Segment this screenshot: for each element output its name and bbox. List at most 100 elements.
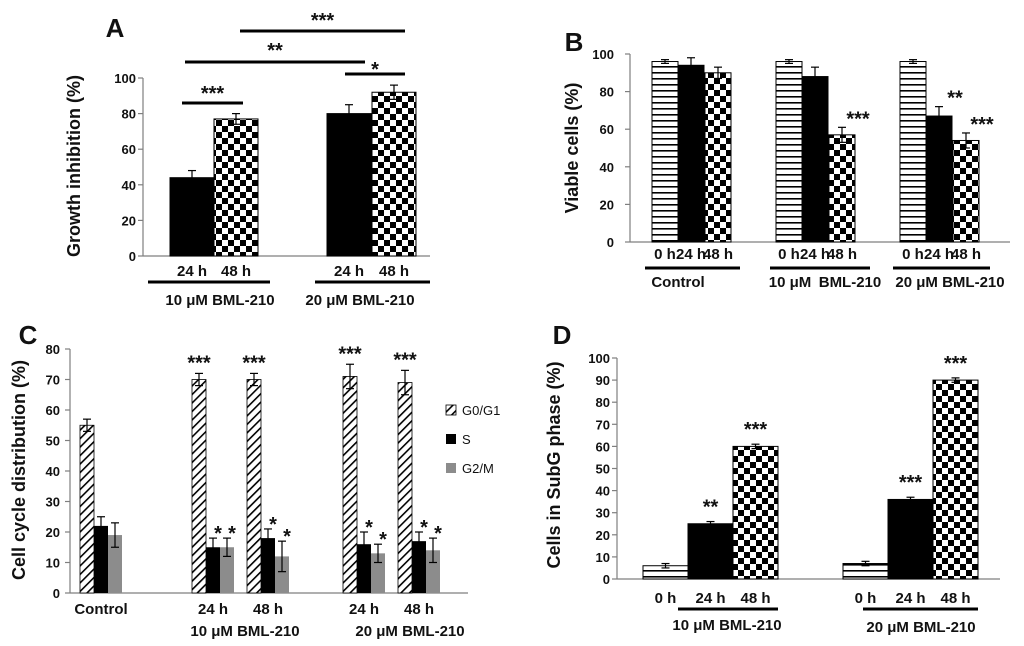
panel-label-a: A xyxy=(106,13,125,43)
x-category-label: 0 h xyxy=(654,246,676,263)
bar xyxy=(677,64,705,243)
x-category-label: 48 h xyxy=(253,601,283,618)
panel-label-c: C xyxy=(19,320,38,350)
x-category-label: 24 h xyxy=(695,590,725,607)
bar xyxy=(925,115,953,243)
x-category-label: 48 h xyxy=(404,601,434,618)
bar xyxy=(887,498,934,580)
y-tick-label: 60 xyxy=(600,122,614,137)
significance-stars: *** xyxy=(970,114,994,136)
legend-swatch xyxy=(445,404,457,416)
significance-stars: * xyxy=(269,514,277,536)
y-tick-label: 40 xyxy=(596,484,610,499)
y-tick-label: 50 xyxy=(46,434,60,449)
x-category-label: Control xyxy=(74,601,127,618)
y-tick-label: 20 xyxy=(46,525,60,540)
significance-stars: *** xyxy=(846,108,870,130)
y-tick-label: 10 xyxy=(46,556,60,571)
bar xyxy=(775,61,803,243)
y-tick-label: 0 xyxy=(607,235,614,250)
group-label: 10 μM BML-210 xyxy=(672,617,781,634)
bar xyxy=(932,379,979,580)
significance-stars: *** xyxy=(899,472,923,494)
bar xyxy=(397,382,413,594)
y-tick-label: 100 xyxy=(592,47,614,62)
significance-stars: * xyxy=(434,523,442,545)
bar xyxy=(412,541,426,593)
bar xyxy=(220,547,234,593)
x-category-label: 48 h xyxy=(379,263,409,280)
y-axis-title: Cells in SubG phase (%) xyxy=(544,361,564,568)
x-category-label: 24 h xyxy=(177,263,207,280)
y-axis-title: Growth inhibition (%) xyxy=(64,75,84,257)
legend-label: S xyxy=(462,432,471,447)
legend-label: G2/M xyxy=(462,461,494,476)
significance-stars: * xyxy=(420,517,428,539)
significance-stars: *** xyxy=(201,83,225,105)
significance-stars: ** xyxy=(703,497,719,519)
bar xyxy=(261,538,275,593)
y-tick-label: 80 xyxy=(596,395,610,410)
x-category-label: 0 h xyxy=(902,246,924,263)
significance-stars: * xyxy=(283,526,291,548)
bar xyxy=(651,61,679,243)
group-label: 20 μM BML-210 xyxy=(355,623,464,640)
significance-stars: *** xyxy=(744,419,768,441)
y-tick-label: 60 xyxy=(46,403,60,418)
legend-swatch xyxy=(446,434,456,444)
bar xyxy=(732,445,779,580)
x-category-label: 24 h xyxy=(676,246,706,263)
x-category-label: 48 h xyxy=(951,246,981,263)
bar xyxy=(213,118,259,257)
significance-stars: *** xyxy=(187,352,211,374)
significance-stars: *** xyxy=(393,349,417,371)
x-category-label: 0 h xyxy=(778,246,800,263)
y-tick-label: 20 xyxy=(122,213,136,228)
panel-label-b: B xyxy=(565,27,584,57)
bar xyxy=(426,550,440,593)
bar xyxy=(169,177,215,257)
bar xyxy=(371,553,385,593)
y-tick-label: 80 xyxy=(600,85,614,100)
y-axis-title: Cell cycle distribution (%) xyxy=(9,360,29,580)
bar xyxy=(94,525,108,593)
significance-stars: *** xyxy=(242,352,266,374)
y-tick-label: 90 xyxy=(596,373,610,388)
y-tick-label: 0 xyxy=(603,572,610,587)
group-label: 10 μM BML-210 xyxy=(165,292,274,309)
group-label: BML-210 xyxy=(819,274,882,291)
y-tick-label: 60 xyxy=(122,142,136,157)
bar xyxy=(108,535,122,593)
group-label: 10 μM xyxy=(769,274,812,291)
bar xyxy=(687,523,734,580)
x-category-label: 48 h xyxy=(703,246,733,263)
x-category-label: 48 h xyxy=(740,590,770,607)
significance-stars: * xyxy=(214,523,222,545)
significance-stars: * xyxy=(228,523,236,545)
x-category-label: 48 h xyxy=(940,590,970,607)
x-category-label: 24 h xyxy=(198,601,228,618)
x-category-label: 0 h xyxy=(855,590,877,607)
panel-label-d: D xyxy=(553,320,572,350)
x-category-label: 48 h xyxy=(221,263,251,280)
group-label: Control xyxy=(651,274,704,291)
bar xyxy=(246,379,262,594)
x-category-label: 24 h xyxy=(895,590,925,607)
y-tick-label: 40 xyxy=(600,160,614,175)
x-category-label: 24 h xyxy=(334,263,364,280)
y-tick-label: 30 xyxy=(46,495,60,510)
significance-stars: ** xyxy=(947,88,963,110)
group-label: 20 μM BML-210 xyxy=(305,292,414,309)
bar xyxy=(371,91,417,257)
y-tick-label: 100 xyxy=(114,71,136,86)
significance-stars: *** xyxy=(338,343,362,365)
y-tick-label: 70 xyxy=(46,373,60,388)
x-category-label: 48 h xyxy=(827,246,857,263)
bar xyxy=(206,547,220,593)
y-tick-label: 80 xyxy=(46,342,60,357)
y-tick-label: 60 xyxy=(596,439,610,454)
y-tick-label: 0 xyxy=(53,586,60,601)
bar xyxy=(342,376,358,594)
bar xyxy=(704,72,732,243)
bar xyxy=(275,556,289,593)
